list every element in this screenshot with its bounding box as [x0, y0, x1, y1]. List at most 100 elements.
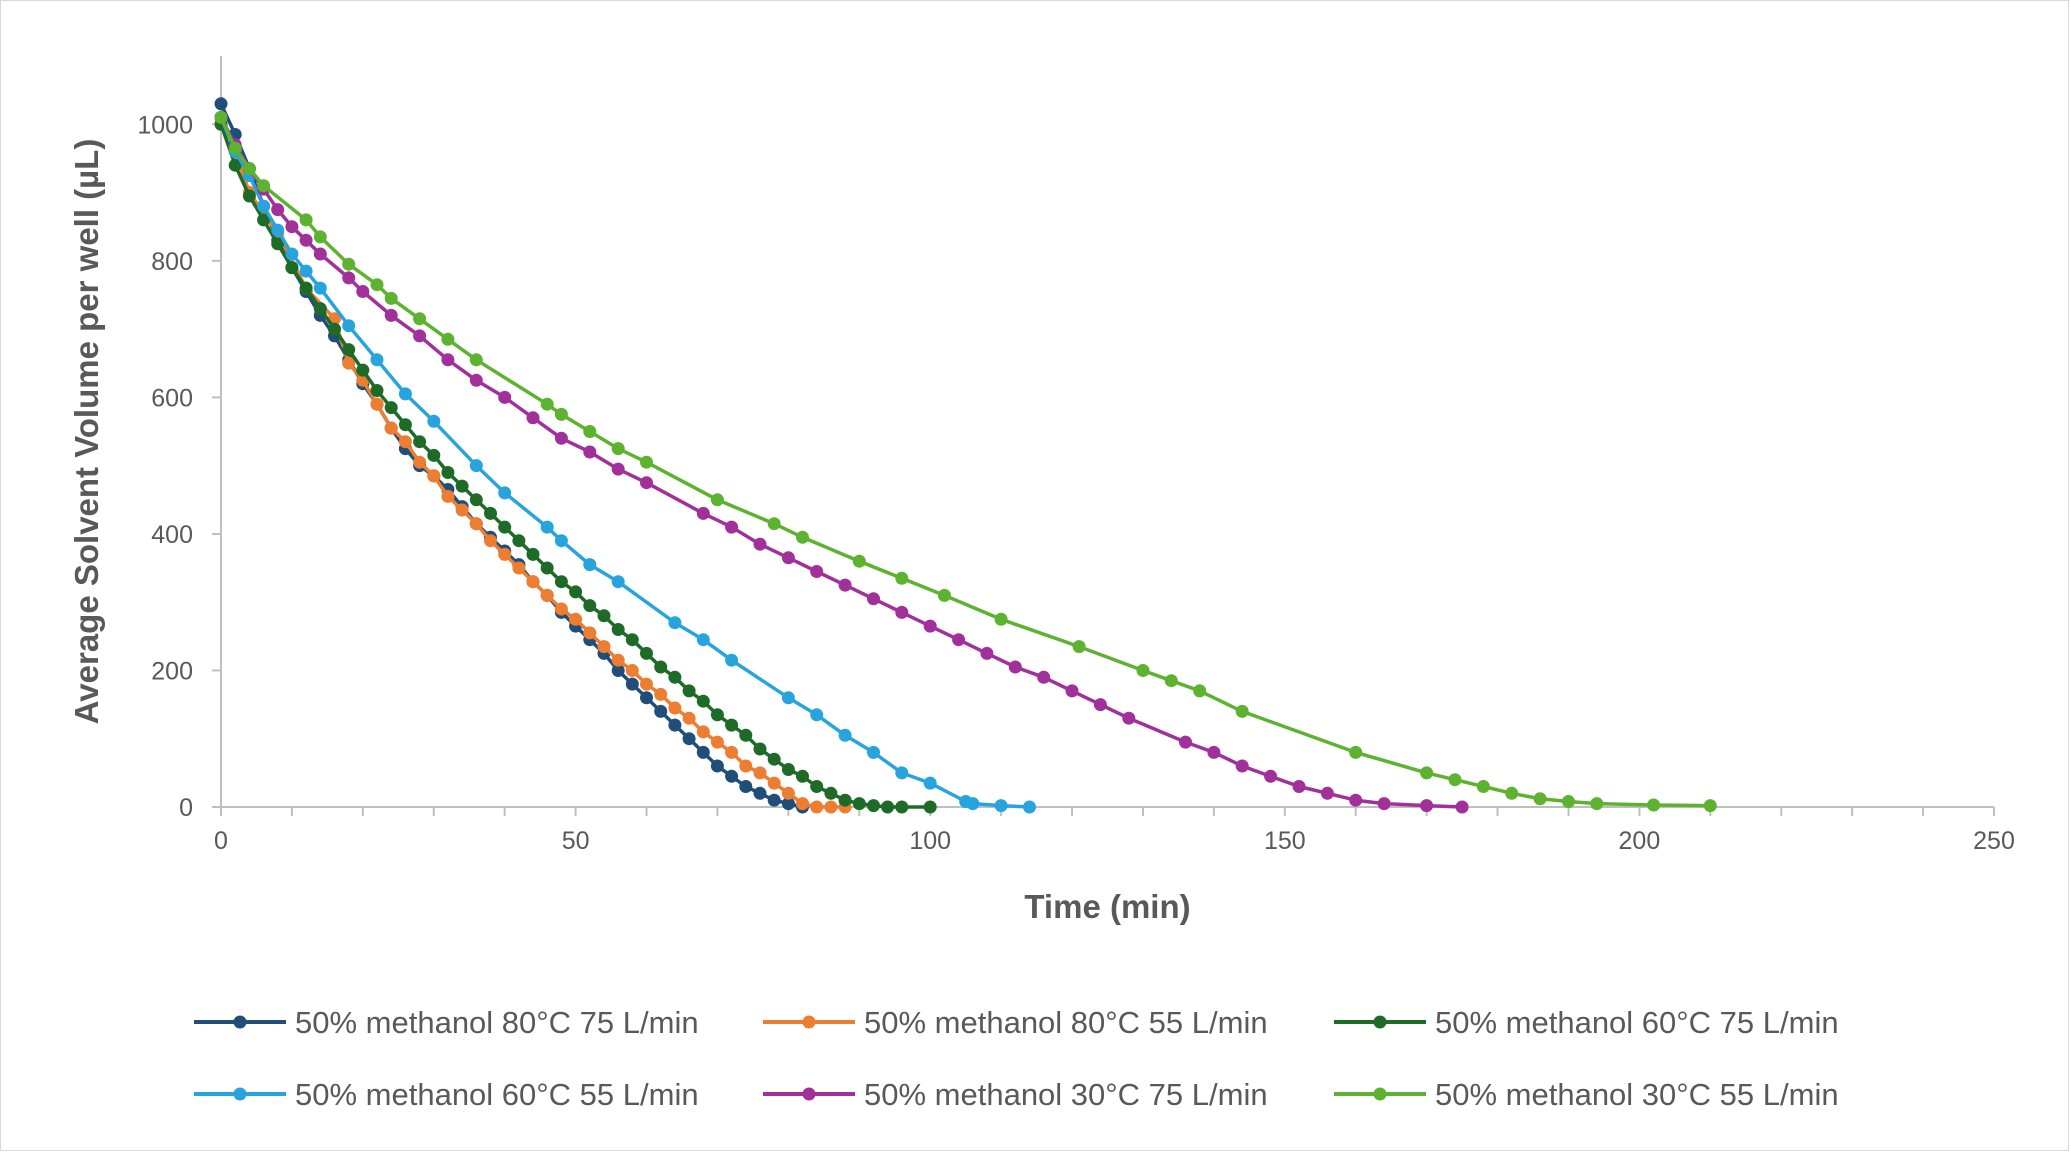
data-point [370, 397, 384, 411]
data-point [725, 769, 739, 783]
data-point [867, 799, 880, 813]
data-point [668, 718, 682, 732]
data-point [625, 633, 639, 647]
y-axis-title: Average Solvent Volume per well (µL) [68, 139, 105, 725]
data-point [370, 353, 384, 367]
data-point [767, 752, 781, 766]
data-point [356, 363, 370, 377]
data-point [654, 704, 668, 718]
y-ticks: 0 200 400 600 800 1000 [137, 111, 221, 822]
data-point [271, 237, 285, 251]
data-point [597, 640, 611, 654]
data-point [881, 800, 895, 814]
legend-swatch-marker [233, 1015, 247, 1029]
data-point [611, 664, 625, 677]
data-point [271, 223, 285, 237]
data-point [696, 694, 710, 708]
y-tick-label: 600 [151, 384, 193, 412]
data-point [710, 493, 724, 507]
data-point [1420, 766, 1434, 780]
x-tick-label: 0 [214, 827, 228, 855]
data-point [441, 466, 455, 479]
data-point [696, 633, 710, 647]
data-point [469, 517, 483, 531]
data-point [753, 537, 767, 551]
data-point [484, 506, 497, 520]
legend-swatch-marker [802, 1015, 816, 1029]
data-point [526, 547, 540, 561]
data-point [569, 585, 583, 599]
legend-item-2: 50% methanol 80°C 55 L/min [763, 1005, 1268, 1040]
data-point [994, 799, 1008, 813]
data-point [838, 793, 852, 807]
data-point [838, 578, 852, 592]
legend-swatch-marker [233, 1087, 247, 1101]
data-point [767, 517, 781, 531]
data-point [810, 800, 824, 814]
data-point [1292, 780, 1306, 793]
data-point [540, 588, 554, 602]
series-line [219, 116, 846, 809]
data-point [1037, 670, 1051, 684]
data-point [781, 551, 795, 565]
data-point [895, 571, 909, 585]
data-point [554, 407, 568, 421]
data-point [1476, 780, 1490, 793]
data-point [739, 759, 753, 773]
data-point [413, 435, 427, 449]
data-point [852, 554, 866, 568]
data-point [640, 646, 653, 660]
data-point [725, 718, 739, 732]
data-point [625, 664, 639, 677]
data-point [923, 619, 937, 633]
data-point [1008, 660, 1022, 674]
data-point [356, 285, 370, 298]
data-point [625, 677, 639, 691]
data-point [398, 418, 412, 432]
data-point [583, 425, 597, 438]
data-point [583, 626, 597, 640]
data-point [228, 141, 242, 155]
data-point [228, 158, 242, 172]
x-tick-label: 250 [1973, 827, 2015, 855]
data-point [1349, 793, 1363, 807]
data-point [413, 329, 427, 343]
legend-swatch-marker [1373, 1087, 1387, 1101]
data-point [484, 534, 497, 548]
data-point [569, 612, 583, 626]
data-point [725, 520, 739, 534]
data-point [583, 558, 597, 572]
y-tick-label: 800 [151, 248, 193, 276]
data-point [980, 646, 994, 660]
data-point [299, 264, 313, 278]
data-point [781, 797, 795, 811]
data-point [838, 728, 852, 742]
data-point [1562, 795, 1575, 808]
data-point [937, 588, 951, 602]
data-point [611, 653, 625, 667]
data-point [1164, 674, 1178, 688]
series-3 [214, 117, 937, 814]
legend-item-3: 50% methanol 60°C 75 L/min [1334, 1005, 1839, 1040]
data-point [753, 786, 767, 800]
data-point [640, 691, 653, 705]
data-point [427, 469, 441, 483]
data-point [668, 670, 682, 684]
y-tick-label: 0 [179, 794, 193, 822]
data-point [696, 725, 710, 739]
data-point [710, 759, 724, 773]
data-point [1065, 684, 1079, 698]
data-point [852, 797, 866, 811]
x-axis-title: Time (min) [1024, 888, 1190, 925]
data-point [342, 356, 356, 370]
axes: 0 200 400 600 800 1000 0 50 100 150 200 250 [137, 56, 2015, 855]
data-point [1264, 769, 1278, 783]
data-point [342, 257, 356, 271]
y-tick-label: 400 [151, 521, 193, 549]
data-point [512, 534, 526, 548]
series-line [219, 116, 1711, 808]
data-point [342, 343, 356, 357]
data-point [398, 387, 412, 401]
data-point [299, 281, 313, 295]
data-point [469, 353, 483, 367]
